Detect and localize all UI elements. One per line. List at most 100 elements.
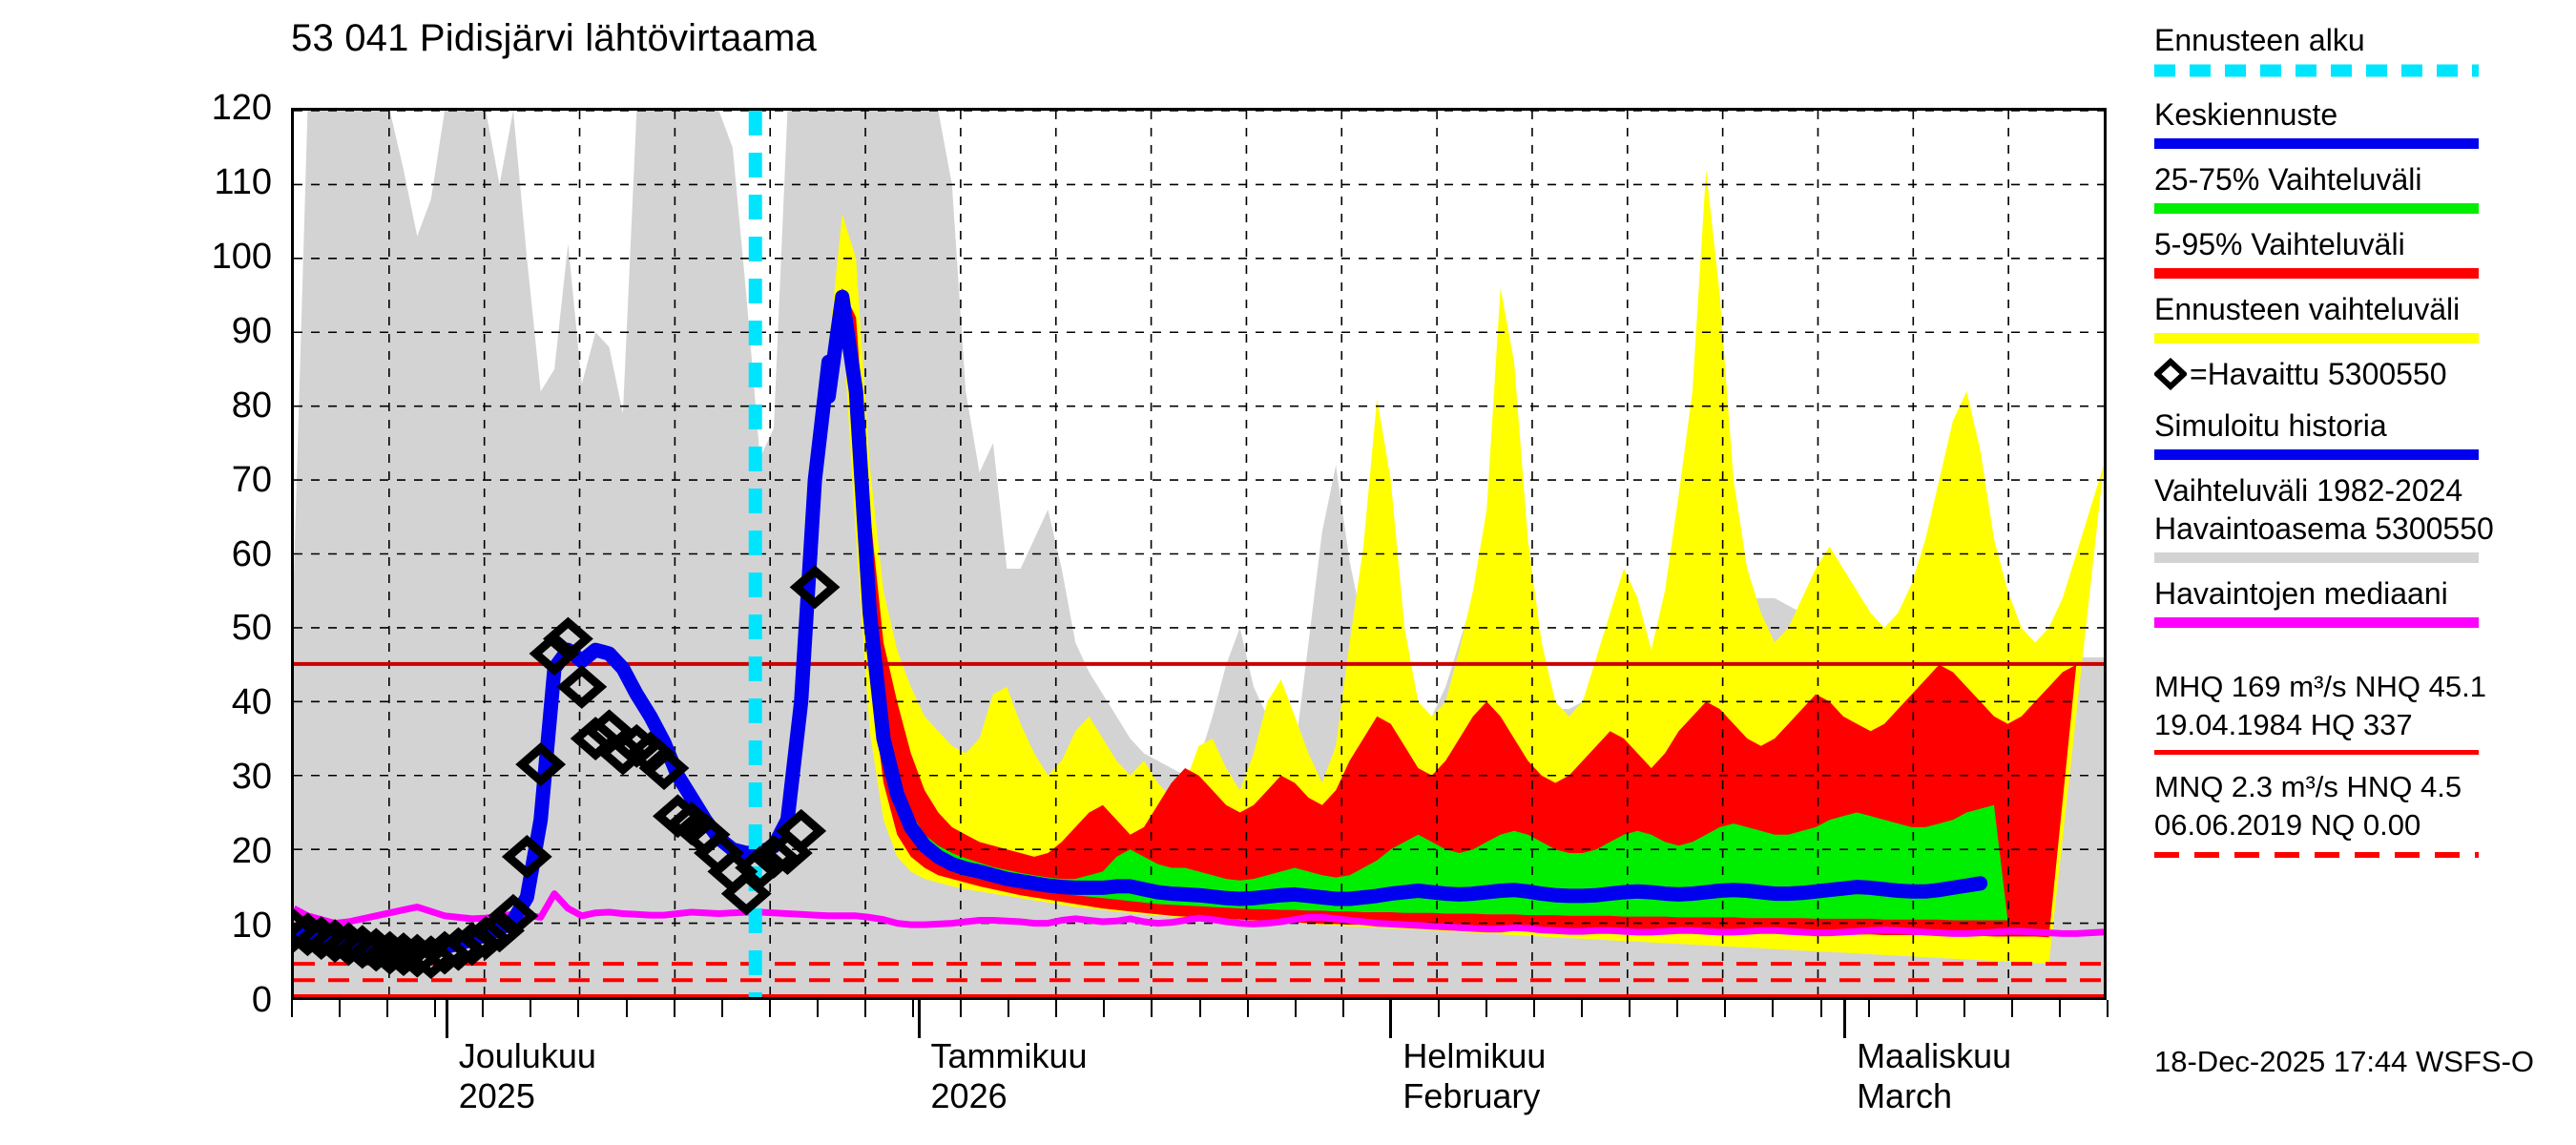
stat-mhq-line: MHQ 169 m³/s NHQ 45.1 (2154, 670, 2486, 703)
x-tick-minor (625, 1000, 628, 1017)
x-tick-major (917, 1000, 921, 1038)
x-tick-minor (1963, 1000, 1965, 1017)
observed-diamond (638, 746, 690, 790)
legend-label: Keskiennuste (2154, 97, 2338, 132)
legend-swatch (2154, 617, 2479, 628)
month-name-fi: Joulukuu (458, 1036, 596, 1075)
y-tick-20: 20 (231, 831, 272, 872)
y-tick-0: 0 (251, 980, 272, 1020)
y-tick-30: 30 (231, 757, 272, 798)
x-tick-minor (816, 1000, 819, 1017)
diamond-marker-icon (2154, 358, 2187, 390)
x-tick-minor (1294, 1000, 1297, 1017)
x-axis-month-label: Joulukuu 2025 (459, 1036, 596, 1117)
legend-label: 25-75% Vaihteluväli (2154, 162, 2422, 197)
stats-block: MHQ 169 m³/s NHQ 45.1 19.04.1984 HQ 337 … (2154, 668, 2574, 878)
stat-nq-line: 06.06.2019 NQ 0.00 (2154, 808, 2421, 842)
observed-diamond (294, 908, 320, 953)
x-tick-minor (530, 1000, 532, 1017)
x-tick-minor (434, 1000, 437, 1017)
x-axis-month-label: Tammikuu 2026 (931, 1036, 1088, 1117)
month-sub-label: February (1402, 1076, 1541, 1116)
chart-canvas (294, 111, 2104, 997)
band-5-95 (828, 287, 2077, 938)
y-tick-90: 90 (231, 310, 272, 351)
observed-diamond (323, 922, 374, 967)
legend-item: Ennusteen alku (2154, 21, 2574, 94)
observed-diamond (309, 919, 361, 964)
legend-label: Simuloitu historia (2154, 408, 2387, 443)
legend-swatch (2154, 333, 2479, 344)
x-axis-month-label: Helmikuu February (1402, 1036, 1546, 1117)
x-tick-major (445, 1000, 448, 1038)
observed-diamond (474, 908, 525, 953)
x-axis: Joulukuu 2025 Tammikuu 2026 Helmikuu February… (291, 1000, 2109, 1143)
x-tick-minor (1055, 1000, 1058, 1017)
observed-diamond (748, 834, 800, 879)
x-tick-minor (1581, 1000, 1584, 1017)
legend-item: 5-95% Vaihteluväli (2154, 225, 2574, 279)
y-tick-120: 120 (211, 88, 272, 128)
x-tick-minor (1485, 1000, 1487, 1017)
observed-diamond (488, 893, 539, 938)
x-tick-minor (482, 1000, 485, 1017)
stat-mnq-line: MNQ 2.3 m³/s HNQ 4.5 (2154, 770, 2462, 803)
legend-item: Havaintoasema 5300550 (2154, 510, 2574, 563)
x-tick-minor (1915, 1000, 1918, 1017)
x-tick-major (1389, 1000, 1393, 1038)
y-tick-50: 50 (231, 608, 272, 649)
observed-diamond (337, 925, 388, 969)
month-name-fi: Helmikuu (1402, 1036, 1547, 1075)
x-tick-minor (1819, 1000, 1822, 1017)
plot-clip (294, 111, 2104, 997)
month-name-fi: Tammikuu (930, 1036, 1088, 1075)
x-tick-minor (1867, 1000, 1870, 1017)
observed-diamond (570, 717, 621, 761)
month-name-fi: Maaliskuu (1857, 1036, 2012, 1075)
observed-diamond (735, 845, 786, 890)
legend-swatch (2154, 203, 2479, 214)
legend-item: =Havaittu 5300550 (2154, 355, 2574, 393)
x-tick-minor (339, 1000, 342, 1017)
legend-item: Vaihteluväli 1982-2024 (2154, 471, 2574, 510)
x-tick-minor (577, 1000, 580, 1017)
legend-item: 25-75% Vaihteluväli (2154, 160, 2574, 214)
x-tick-minor (768, 1000, 771, 1017)
legend-label: Ennusteen alku (2154, 23, 2365, 57)
x-tick-minor (912, 1000, 915, 1017)
timestamp: 18-Dec-2025 17:44 WSFS-O (2154, 1045, 2535, 1078)
mean-forecast-line (821, 289, 1988, 906)
legend-label: Ennusteen vaihteluväli (2154, 292, 2461, 326)
legend-item: Ennusteen vaihteluväli (2154, 290, 2574, 344)
x-tick-minor (2107, 1000, 2109, 1017)
y-tick-70: 70 (231, 459, 272, 500)
x-tick-minor (2058, 1000, 2061, 1017)
observed-diamond (543, 616, 593, 661)
x-tick-minor (720, 1000, 723, 1017)
legend-label: Havaintojen mediaani (2154, 576, 2448, 611)
legend-item: Simuloitu historia (2154, 406, 2574, 460)
observed-diamond (556, 664, 608, 709)
observed-diamond (350, 927, 402, 972)
x-tick-major (1843, 1000, 1847, 1038)
x-tick-minor (1772, 1000, 1775, 1017)
legend-marker-row: =Havaittu 5300550 (2154, 355, 2574, 393)
legend-label: 5-95% Vaihteluväli (2154, 227, 2405, 261)
x-tick-minor (1198, 1000, 1201, 1017)
legend-item: Havaintojen mediaani (2154, 574, 2574, 628)
hq-rule (2154, 750, 2479, 755)
plot-area (291, 108, 2107, 1000)
x-tick-minor (2010, 1000, 2013, 1017)
legend-label: Havaintoasema 5300550 (2154, 511, 2494, 546)
x-tick-minor (1008, 1000, 1010, 1017)
observed-diamond (294, 912, 333, 957)
y-axis-tick-labels: 0 10 20 30 40 50 60 70 80 90 100 110 120 (105, 0, 272, 1145)
page-title: 53 041 Pidisjärvi lähtövirtaama (291, 17, 817, 59)
stat-hq-line: 19.04.1984 HQ 337 (2154, 708, 2413, 741)
x-tick-minor (291, 1000, 293, 1017)
x-tick-minor (1676, 1000, 1679, 1017)
month-sub-label: March (1857, 1076, 1953, 1116)
legend-swatch (2154, 552, 2479, 563)
observed-markers (294, 565, 841, 980)
legend-label: Vaihteluväli 1982-2024 (2154, 473, 2463, 508)
